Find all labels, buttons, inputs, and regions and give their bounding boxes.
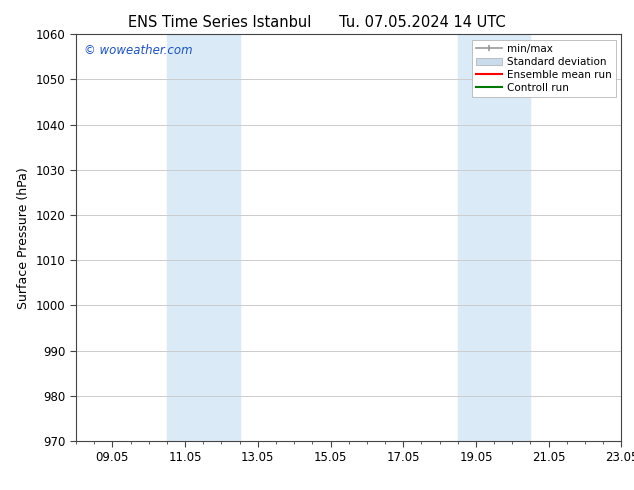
Text: © woweather.com: © woweather.com: [84, 45, 193, 57]
Bar: [167, 34, 240, 441]
Legend: min/max, Standard deviation, Ensemble mean run, Controll run: min/max, Standard deviation, Ensemble me…: [472, 40, 616, 97]
Bar: [458, 34, 531, 441]
Text: ENS Time Series Istanbul      Tu. 07.05.2024 14 UTC: ENS Time Series Istanbul Tu. 07.05.2024 …: [128, 15, 506, 30]
Y-axis label: Surface Pressure (hPa): Surface Pressure (hPa): [17, 167, 30, 309]
